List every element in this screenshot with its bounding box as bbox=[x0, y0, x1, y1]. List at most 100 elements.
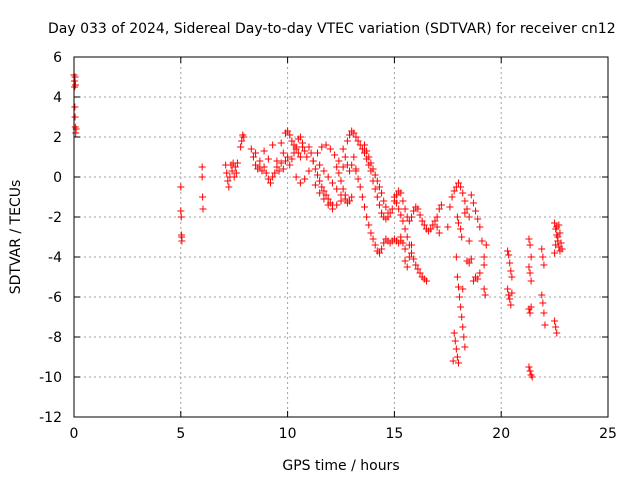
data-point bbox=[269, 141, 277, 149]
x-axis-title: GPS time / hours bbox=[282, 458, 399, 474]
data-point bbox=[527, 253, 535, 261]
data-point bbox=[223, 169, 231, 177]
data-point bbox=[508, 289, 516, 297]
data-point bbox=[399, 239, 407, 247]
y-axis-title: SDTVAR / TECUs bbox=[8, 180, 24, 295]
data-point bbox=[403, 263, 411, 271]
data-point bbox=[296, 133, 304, 141]
data-point bbox=[437, 201, 445, 209]
data-point bbox=[296, 153, 304, 161]
data-point bbox=[467, 255, 475, 263]
data-point bbox=[454, 179, 462, 187]
data-point bbox=[461, 343, 469, 351]
y-tick-label: -4 bbox=[48, 250, 62, 266]
data-point bbox=[198, 173, 206, 181]
data-point bbox=[252, 161, 260, 169]
data-point bbox=[230, 173, 238, 181]
data-point bbox=[461, 209, 469, 217]
data-point bbox=[324, 173, 332, 181]
data-point bbox=[286, 161, 294, 169]
data-point bbox=[476, 269, 484, 277]
data-point bbox=[228, 167, 236, 175]
data-point bbox=[335, 157, 343, 165]
data-point bbox=[467, 191, 475, 199]
data-point bbox=[378, 209, 386, 217]
data-point bbox=[350, 153, 358, 161]
data-point bbox=[311, 165, 319, 173]
data-point bbox=[457, 225, 465, 233]
data-point bbox=[177, 213, 185, 221]
data-point bbox=[375, 183, 383, 191]
data-point bbox=[258, 167, 266, 175]
data-point bbox=[273, 157, 281, 165]
data-point bbox=[301, 175, 309, 183]
data-point bbox=[292, 143, 300, 151]
x-tick-label: 25 bbox=[599, 426, 617, 442]
data-point bbox=[352, 133, 360, 141]
data-point bbox=[390, 193, 398, 201]
data-point bbox=[316, 189, 324, 197]
data-point bbox=[453, 213, 461, 221]
data-point bbox=[360, 203, 368, 211]
data-point bbox=[481, 291, 489, 299]
data-point bbox=[224, 177, 232, 185]
data-point bbox=[365, 153, 373, 161]
data-point bbox=[284, 153, 292, 161]
tick-layer: 0 5 10 15 20 25 -12 -10 -8 -6 -4 -2 0 2 4 6 bbox=[39, 50, 617, 442]
data-point bbox=[231, 163, 239, 171]
data-point bbox=[358, 145, 366, 153]
data-point bbox=[453, 353, 461, 361]
data-point bbox=[369, 235, 377, 243]
data-point bbox=[328, 179, 336, 187]
data-point bbox=[199, 205, 207, 213]
data-point bbox=[371, 241, 379, 249]
data-point bbox=[459, 189, 467, 197]
data-point bbox=[539, 299, 547, 307]
data-point bbox=[71, 73, 79, 81]
data-point bbox=[322, 191, 330, 199]
data-point bbox=[469, 277, 477, 285]
data-point bbox=[346, 131, 354, 139]
data-point bbox=[320, 195, 328, 203]
data-point bbox=[540, 309, 548, 317]
data-point bbox=[418, 217, 426, 225]
data-point bbox=[480, 285, 488, 293]
data-point bbox=[260, 163, 268, 171]
data-point bbox=[454, 283, 462, 291]
x-tick-label: 0 bbox=[70, 426, 79, 442]
data-point bbox=[237, 143, 245, 151]
data-point bbox=[507, 267, 515, 275]
data-point bbox=[343, 137, 351, 145]
data-point bbox=[435, 205, 443, 213]
data-point bbox=[318, 183, 326, 191]
data-point bbox=[262, 169, 270, 177]
data-point bbox=[328, 205, 336, 213]
data-point bbox=[416, 211, 424, 219]
data-point bbox=[375, 201, 383, 209]
data-points-layer bbox=[70, 71, 566, 381]
data-point bbox=[71, 103, 79, 111]
data-point bbox=[286, 131, 294, 139]
data-point bbox=[397, 233, 405, 241]
data-point bbox=[296, 179, 304, 187]
data-point bbox=[335, 169, 343, 177]
data-point bbox=[225, 183, 233, 191]
data-point bbox=[290, 149, 298, 157]
data-point bbox=[309, 157, 317, 165]
data-point bbox=[378, 189, 386, 197]
y-tick-label: 4 bbox=[53, 90, 62, 106]
data-point bbox=[465, 259, 473, 267]
data-point bbox=[356, 183, 364, 191]
data-point bbox=[474, 215, 482, 223]
data-point bbox=[273, 163, 281, 171]
data-point bbox=[551, 219, 559, 227]
data-point bbox=[480, 261, 488, 269]
data-point bbox=[365, 221, 373, 229]
data-point bbox=[382, 203, 390, 211]
data-point bbox=[465, 237, 473, 245]
data-point bbox=[526, 269, 534, 277]
data-point bbox=[343, 199, 351, 207]
data-point bbox=[299, 139, 307, 147]
data-point bbox=[401, 257, 409, 265]
